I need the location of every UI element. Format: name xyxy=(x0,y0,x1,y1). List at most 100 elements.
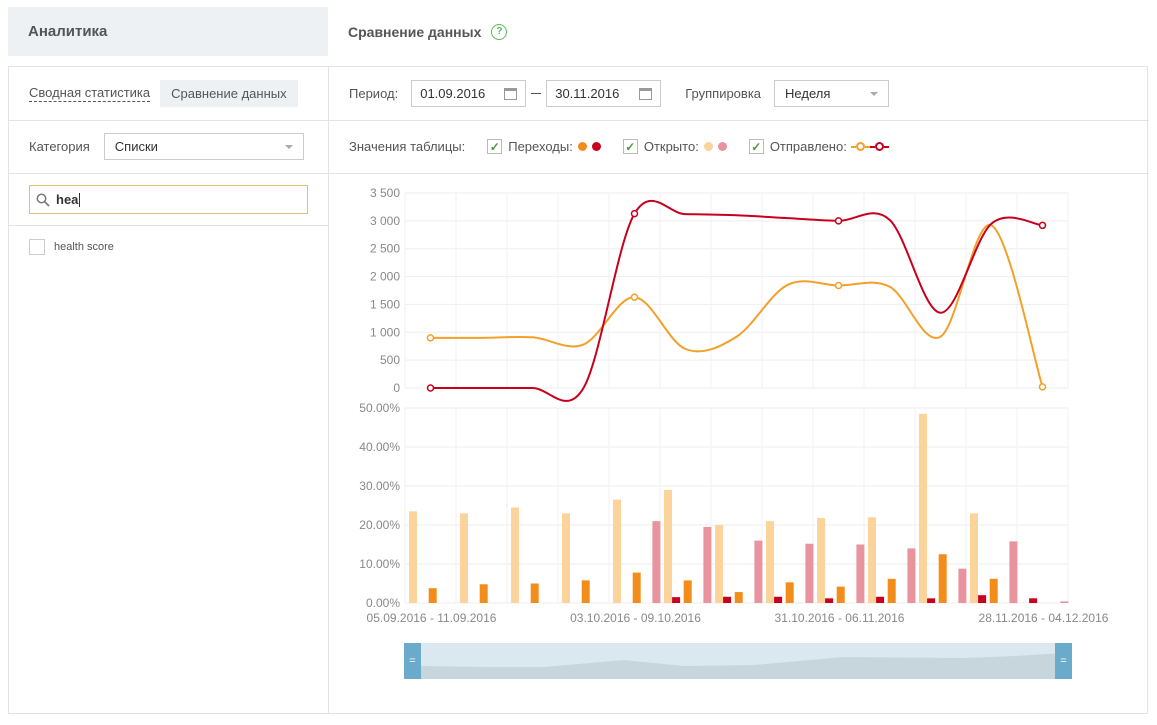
text-cursor xyxy=(79,192,81,207)
bar xyxy=(632,572,641,603)
y-tick-label: 3 500 xyxy=(370,186,400,200)
legend-marker xyxy=(874,142,884,151)
column-divider xyxy=(328,67,329,713)
legend-label: Переходы: xyxy=(508,139,573,154)
y-tick-label: 40.00% xyxy=(359,440,400,454)
y-tick-label: 50.00% xyxy=(359,401,400,415)
date-from-value: 01.09.2016 xyxy=(420,86,486,101)
bar xyxy=(989,578,998,603)
bar xyxy=(652,521,661,603)
tab-summary[interactable]: Сводная статистика xyxy=(29,85,151,102)
data-point xyxy=(1038,221,1047,230)
bar xyxy=(825,598,834,603)
legend-marker xyxy=(855,142,865,151)
data-point xyxy=(630,293,639,301)
date-to-input[interactable]: 30.11.2016 xyxy=(546,80,662,107)
bar xyxy=(723,596,732,603)
bar xyxy=(1009,541,1018,603)
y-tick-label: 2 000 xyxy=(370,270,400,284)
checkbox-clicks[interactable]: ✓ xyxy=(487,139,503,154)
category-select[interactable]: Списки xyxy=(103,133,304,160)
y-tick-label: 2 500 xyxy=(370,242,400,256)
navigator-right-handle[interactable]: = xyxy=(1055,643,1072,679)
date-from-input[interactable]: 01.09.2016 xyxy=(411,80,527,107)
section-title: Аналитика xyxy=(28,23,108,40)
help-icon[interactable]: ? xyxy=(491,23,508,40)
legend-swatch xyxy=(703,142,713,151)
bar xyxy=(907,548,916,603)
bar xyxy=(887,578,896,603)
table-values-legend: Значения таблицы: ✓ Переходы: ✓ Открыто:… xyxy=(349,139,889,154)
bar xyxy=(919,413,927,603)
search-value: hea xyxy=(56,192,79,207)
y-tick-label: 1 000 xyxy=(370,325,400,339)
grouping-value: Неделя xyxy=(785,86,831,101)
bar xyxy=(938,554,947,603)
y-tick-label: 500 xyxy=(380,353,400,367)
search-icon xyxy=(36,193,50,207)
bar xyxy=(805,543,814,603)
period-label: Период: xyxy=(349,86,399,101)
legend-swatch xyxy=(577,142,587,151)
data-point xyxy=(834,281,843,290)
bar xyxy=(460,513,468,603)
checkbox-sent[interactable]: ✓ xyxy=(748,139,764,154)
y-tick-label: 0 xyxy=(393,381,400,395)
legend-opened[interactable]: ✓ Открыто: xyxy=(622,139,727,154)
period-filter: Период: 01.09.2016 30.11.2016 Группировк… xyxy=(349,80,890,107)
legend-label: Открыто: xyxy=(643,139,699,154)
legend-swatch xyxy=(717,142,727,151)
y-tick-label: 1 500 xyxy=(370,297,400,311)
y-tick-label: 3 000 xyxy=(370,214,400,228)
bar xyxy=(766,521,774,603)
list-item-label: health score xyxy=(54,241,114,253)
legend-swatch xyxy=(591,142,601,151)
calendar-icon[interactable] xyxy=(504,87,518,100)
bar xyxy=(683,580,692,603)
checkbox-opened[interactable]: ✓ xyxy=(622,139,638,154)
date-to-value: 30.11.2016 xyxy=(555,86,620,101)
list-item-checkbox[interactable] xyxy=(29,239,45,255)
list-item[interactable]: health score xyxy=(29,239,114,255)
legend-line xyxy=(850,145,856,148)
legend-label: Отправлено: xyxy=(769,139,847,154)
table-values-label: Значения таблицы: xyxy=(349,139,466,154)
data-point xyxy=(426,384,435,392)
y-tick-label: 20.00% xyxy=(359,518,400,532)
legend-line xyxy=(864,145,870,148)
main-panel: Сводная статистика Сравнение данных Пери… xyxy=(8,66,1149,714)
navigator-left-handle[interactable]: = xyxy=(404,643,421,679)
calendar-icon[interactable] xyxy=(639,87,653,100)
data-point xyxy=(1038,383,1047,391)
category-filter: Категория Списки xyxy=(29,133,304,160)
legend-sent[interactable]: ✓ Отправлено: xyxy=(748,139,889,154)
y-tick-label: 0.00% xyxy=(366,596,400,610)
tab-comparison[interactable]: Сравнение данных xyxy=(160,80,298,107)
legend-line xyxy=(883,145,889,148)
sidebar-tabs: Сводная статистика Сравнение данных xyxy=(29,80,298,107)
y-tick-label: 30.00% xyxy=(359,479,400,493)
bar xyxy=(927,598,936,603)
bar xyxy=(664,489,672,603)
bar xyxy=(1060,601,1069,603)
row-divider xyxy=(9,225,328,226)
grouping-select[interactable]: Неделя xyxy=(774,80,890,107)
category-value: Списки xyxy=(114,139,158,154)
search-input[interactable]: hea xyxy=(29,185,308,214)
grouping-label: Группировка xyxy=(685,86,762,101)
range-navigator[interactable]: = = xyxy=(404,643,1072,679)
bar xyxy=(511,507,519,603)
bar xyxy=(958,568,967,603)
legend-clicks[interactable]: ✓ Переходы: xyxy=(487,139,601,154)
bar xyxy=(703,526,712,603)
data-point xyxy=(834,217,843,225)
section-header: Аналитика xyxy=(8,7,328,56)
bar xyxy=(530,583,539,603)
page-title: Сравнение данных xyxy=(348,23,482,40)
row-divider xyxy=(9,120,1149,121)
bar xyxy=(428,588,437,603)
bar xyxy=(562,513,570,603)
bar xyxy=(836,586,845,603)
data-point xyxy=(426,334,435,342)
chevron-down-icon xyxy=(284,144,293,149)
